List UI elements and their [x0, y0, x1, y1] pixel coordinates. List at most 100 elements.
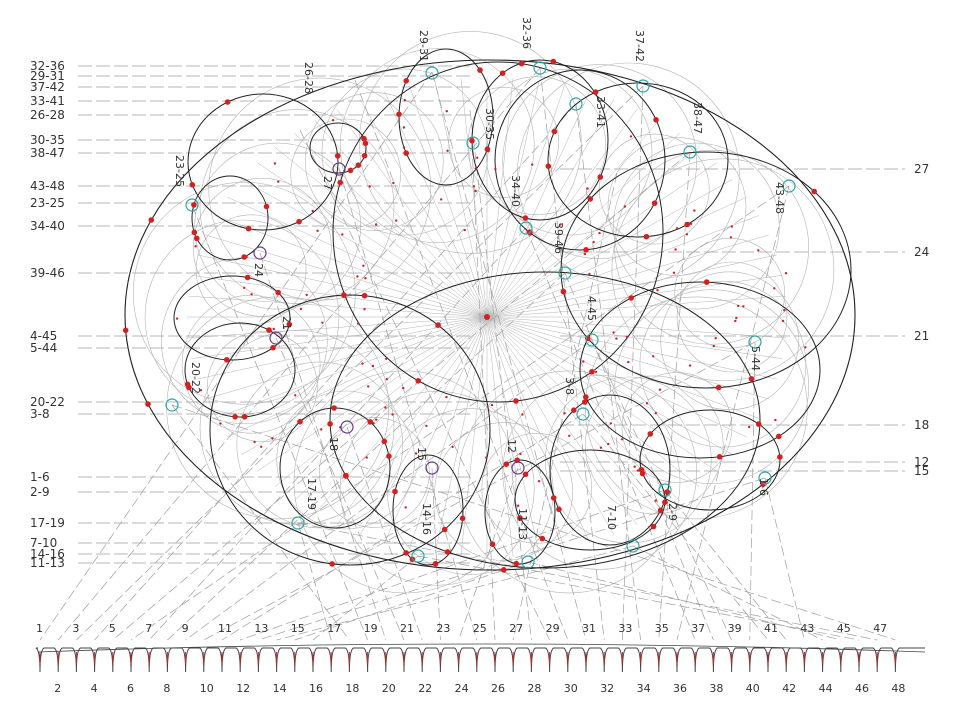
projection-line: [338, 167, 478, 641]
main-circle: [332, 61, 664, 403]
red-point: [583, 247, 589, 253]
red-dot: [588, 272, 591, 276]
red-point: [501, 567, 507, 573]
red-point: [191, 202, 197, 208]
radial-line: [336, 316, 488, 525]
bottom-label: 42: [782, 682, 796, 695]
red-point: [489, 541, 496, 547]
construction-circle: [611, 158, 835, 382]
projection-line: [764, 477, 805, 641]
red-point: [571, 407, 577, 414]
bottom-label: 8: [163, 682, 170, 695]
red-dot: [445, 110, 448, 113]
radial-line: [486, 80, 540, 318]
projection-line: [354, 79, 569, 641]
red-dot: [583, 252, 586, 256]
intersection-marker: [782, 179, 796, 193]
red-point: [337, 179, 344, 186]
red-point: [556, 506, 562, 513]
construction-circle: [358, 31, 582, 254]
projection-line: [57, 67, 541, 641]
red-point: [362, 140, 369, 147]
radial-line: [486, 316, 565, 549]
intersection-marker: [585, 333, 599, 347]
projection-line: [258, 477, 766, 641]
construction-circle: [276, 390, 416, 530]
inner-label: 20-22: [189, 362, 202, 394]
bottom-label: 12: [236, 682, 250, 695]
red-dot: [372, 422, 375, 425]
profile-arc: [37, 643, 926, 653]
red-dot: [636, 469, 640, 472]
projection-line: [431, 71, 587, 641]
red-dot: [674, 248, 677, 251]
construction-circle: [481, 432, 593, 544]
red-dot: [316, 229, 319, 232]
intersection-marker: [185, 198, 199, 212]
inner-label: 5-44: [749, 346, 762, 371]
construction-circle: [318, 417, 430, 528]
inner-label: 27: [321, 176, 334, 190]
red-dot: [273, 162, 277, 165]
construction-circle: [293, 370, 517, 594]
red-dot: [474, 189, 477, 193]
projection-line: [312, 555, 419, 641]
bottom-label: 46: [855, 682, 869, 695]
red-dot: [774, 418, 777, 422]
radial-line: [486, 109, 638, 318]
bottom-label: 19: [364, 622, 378, 635]
inner-label: 32-36: [520, 17, 533, 49]
left-label: 3-8: [30, 407, 50, 421]
projection-line: [94, 103, 577, 641]
red-point: [415, 378, 422, 384]
intersection-marker: [291, 516, 305, 530]
red-dot: [730, 225, 734, 228]
bottom-label: 11: [218, 622, 232, 635]
red-point: [499, 70, 506, 76]
red-dot: [712, 344, 715, 348]
main-circle: [494, 69, 666, 251]
bottom-label: 23: [436, 622, 450, 635]
red-dot: [385, 357, 388, 360]
red-point: [355, 162, 362, 168]
red-dot: [371, 364, 375, 368]
red-dot: [392, 181, 395, 185]
radial-line: [486, 316, 514, 557]
red-point: [513, 560, 520, 567]
red-dot: [414, 452, 418, 455]
right-label: 18: [914, 418, 929, 432]
inner-label: 23-25: [173, 155, 186, 187]
main-circle: [124, 59, 856, 571]
main-circle: [184, 322, 296, 418]
intersection-marker: [758, 471, 772, 485]
construction-circle: [614, 289, 810, 485]
intersection-marker: [626, 539, 640, 553]
radial-line: [336, 109, 488, 318]
construction-circle: [674, 237, 786, 349]
red-dot: [615, 337, 618, 340]
inner-label: 3-8: [563, 377, 576, 395]
bottom-label: 38: [709, 682, 723, 695]
red-dot: [652, 355, 655, 358]
radial-line: [486, 295, 786, 318]
main-circle: [191, 175, 269, 261]
red-dot: [494, 167, 497, 171]
red-dot: [445, 395, 448, 399]
red-point: [342, 472, 349, 479]
bottom-label: 40: [746, 682, 760, 695]
intersection-marker: [748, 335, 762, 349]
red-dot: [403, 99, 407, 102]
red-dot: [463, 228, 466, 232]
projection-line: [346, 426, 423, 641]
bottom-label: 44: [819, 682, 833, 695]
radial-line: [486, 215, 759, 318]
bottom-label: 28: [527, 682, 541, 695]
main-circle: [560, 151, 852, 389]
red-point: [643, 233, 650, 240]
projection-line: [658, 151, 691, 641]
bottom-label: 9: [182, 622, 189, 635]
red-point: [327, 421, 333, 427]
bottom-label: 18: [345, 682, 359, 695]
inner-label: 1-6: [757, 478, 770, 496]
